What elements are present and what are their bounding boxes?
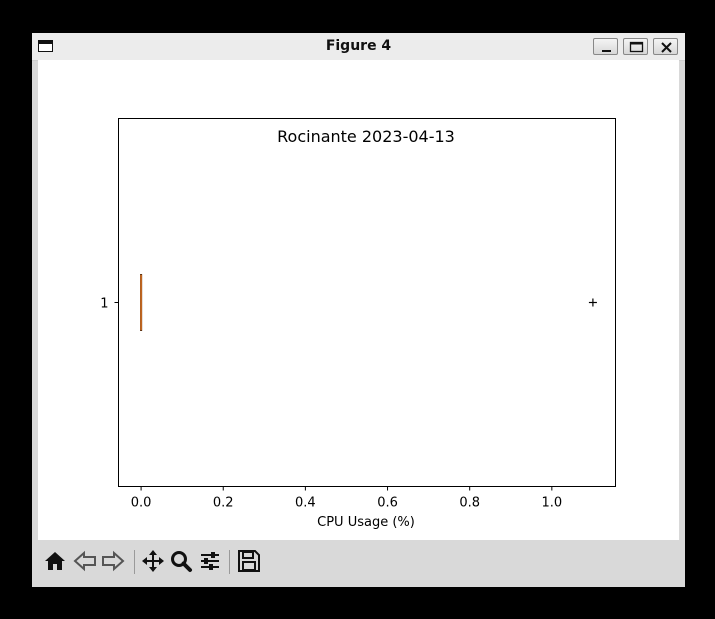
close-icon bbox=[661, 42, 672, 53]
figure-window: Figure 4 Rocinante 2023-04-13 0.0 0.2 0.4 0… bbox=[32, 33, 685, 587]
x-tick-label: 1.0 bbox=[541, 496, 562, 511]
minimize-button[interactable] bbox=[593, 38, 618, 55]
toolbar-separator bbox=[229, 550, 230, 574]
configure-subplots-button[interactable] bbox=[197, 548, 223, 574]
pan-button[interactable] bbox=[140, 548, 166, 574]
configure-subplots-icon bbox=[201, 552, 219, 570]
forward-icon bbox=[102, 550, 125, 572]
navigation-toolbar bbox=[38, 540, 679, 582]
close-button[interactable] bbox=[653, 38, 678, 55]
save-button[interactable] bbox=[236, 548, 262, 574]
outlier-point bbox=[588, 298, 597, 307]
figure-canvas[interactable]: Rocinante 2023-04-13 0.0 0.2 0.4 0.6 0.8 1.0 … bbox=[38, 60, 679, 540]
chart: Rocinante 2023-04-13 0.0 0.2 0.4 0.6 0.8 1.0 … bbox=[100, 118, 616, 530]
plot-area bbox=[118, 118, 616, 487]
x-axis-label: CPU Usage (%) bbox=[317, 515, 415, 530]
x-tick-label: 0.0 bbox=[131, 496, 152, 511]
zoom-button[interactable] bbox=[168, 548, 194, 574]
y-tick-label: 1 bbox=[100, 297, 108, 312]
chart-title: Rocinante 2023-04-13 bbox=[277, 127, 455, 146]
x-tick-label: 0.4 bbox=[295, 496, 316, 511]
pan-icon bbox=[142, 550, 164, 572]
title-bar: Figure 4 bbox=[32, 33, 685, 61]
back-button[interactable] bbox=[72, 548, 98, 574]
window-title: Figure 4 bbox=[325, 38, 392, 54]
maximize-icon bbox=[629, 41, 644, 53]
home-button[interactable] bbox=[42, 548, 68, 574]
zoom-icon bbox=[171, 551, 192, 572]
x-tick-label: 0.6 bbox=[377, 496, 398, 511]
forward-button[interactable] bbox=[100, 548, 126, 574]
window-icon bbox=[38, 40, 53, 52]
x-tick-label: 0.2 bbox=[213, 496, 234, 511]
back-icon bbox=[73, 550, 96, 572]
minimize-icon bbox=[602, 50, 611, 52]
toolbar-separator bbox=[134, 550, 135, 574]
home-icon bbox=[45, 552, 65, 570]
x-tick-label: 0.8 bbox=[459, 496, 480, 511]
maximize-button[interactable] bbox=[623, 38, 648, 55]
save-icon bbox=[238, 550, 260, 572]
